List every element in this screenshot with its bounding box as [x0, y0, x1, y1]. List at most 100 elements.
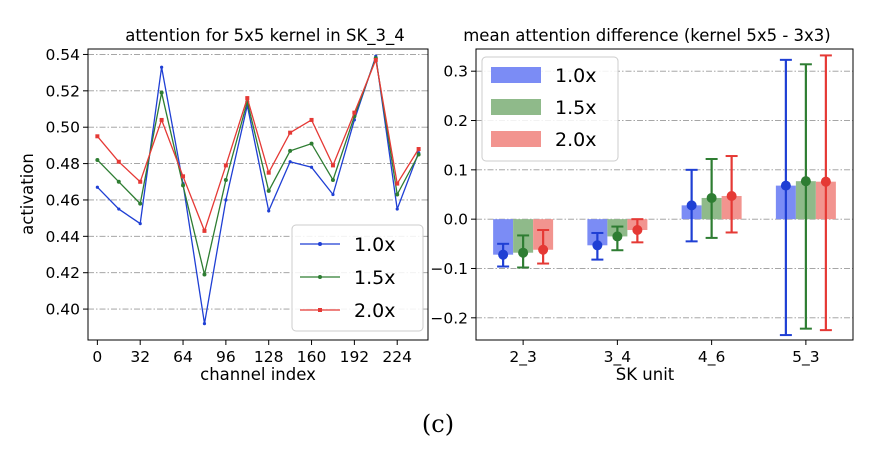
- left-y-tick-label: 0.48: [45, 155, 80, 173]
- mean-marker-2.0x-3_4: [632, 225, 643, 236]
- data-point: [95, 185, 99, 189]
- left-x-tick-label: 192: [340, 348, 370, 366]
- data-point: [159, 117, 164, 122]
- data-point: [267, 209, 271, 213]
- legend-label-2.0x: 2.0x: [555, 129, 596, 151]
- right-y-tick-label: 0.1: [443, 161, 468, 179]
- left-x-tick-label: 160: [297, 348, 327, 366]
- data-point: [138, 222, 142, 226]
- legend-label-1.0x: 1.0x: [354, 234, 395, 256]
- left-y-tick-label: 0.52: [45, 82, 80, 100]
- line-chart-panel: attention for 5x5 kernel in SK_3_4 0 32 64…: [18, 26, 429, 384]
- left-x-tick-label: 96: [216, 348, 236, 366]
- data-point: [373, 57, 378, 62]
- data-point: [309, 117, 314, 122]
- data-point: [245, 96, 250, 101]
- data-point: [309, 141, 314, 146]
- legend-label-1.5x: 1.5x: [354, 267, 395, 289]
- data-point: [309, 165, 314, 169]
- data-point: [416, 147, 421, 152]
- right-error-bars: [497, 54, 832, 337]
- data-point: [181, 183, 186, 188]
- data-point: [116, 159, 121, 164]
- right-x-tick-label: 5_3: [792, 348, 819, 367]
- data-point: [288, 160, 292, 164]
- data-point: [288, 148, 293, 153]
- left-y-tick-label: 0.42: [45, 264, 80, 282]
- right-y-tick-label: 0.3: [443, 63, 468, 81]
- data-point: [138, 201, 143, 206]
- data-point: [331, 192, 335, 197]
- data-point: [395, 181, 400, 186]
- left-x-tick-label: 128: [254, 348, 284, 366]
- right-y-tick-label: −0.2: [430, 309, 468, 327]
- right-bars: [493, 181, 836, 255]
- left-x-axis-label: channel index: [200, 365, 316, 384]
- data-point: [160, 65, 164, 69]
- data-point: [330, 163, 335, 168]
- right-x-axis-label: SK unit: [616, 365, 675, 384]
- data-point: [202, 322, 207, 326]
- data-point: [266, 188, 271, 193]
- data-point: [138, 179, 143, 184]
- data-point: [352, 110, 357, 115]
- data-point: [416, 152, 421, 157]
- right-y-tick-label: 0.0: [443, 211, 468, 229]
- mean-marker-2.0x-4_6: [726, 190, 737, 201]
- right-y-tick-label: 0.2: [443, 112, 468, 130]
- right-x-tick-label: 2_3: [509, 348, 536, 367]
- data-point: [116, 179, 121, 184]
- mean-marker-1.5x-2_3: [518, 247, 529, 258]
- figure-caption: (c): [421, 410, 455, 438]
- left-y-tick-label: 0.44: [45, 228, 80, 246]
- mean-marker-1.0x-5_3: [780, 180, 791, 191]
- legend-label-2.0x: 2.0x: [354, 300, 395, 322]
- legend-swatch-1.5x: [491, 99, 541, 115]
- right-legend: 1.0x 1.5x 2.0x: [481, 56, 619, 162]
- legend-swatch-2.0x: [491, 131, 541, 147]
- mean-marker-2.0x-5_3: [820, 176, 831, 187]
- left-legend: 1.0x 1.5x 2.0x: [291, 224, 424, 332]
- mean-marker-1.0x-3_4: [592, 240, 603, 251]
- left-x-ticks: 0 32 64 96 128 160 192 224: [92, 340, 412, 366]
- data-point: [181, 174, 186, 179]
- left-legend-box: [291, 224, 424, 332]
- left-plot-frame: [87, 48, 429, 341]
- mean-marker-1.5x-5_3: [800, 176, 811, 187]
- data-point: [395, 207, 399, 211]
- data-point: [224, 198, 228, 202]
- left-y-ticks: 0.40 0.42 0.44 0.46 0.48 0.50 0.52 0.54: [45, 46, 88, 319]
- left-y-tick-label: 0.40: [45, 301, 80, 319]
- data-point: [330, 177, 335, 182]
- right-x-tick-label: 3_4: [604, 348, 631, 367]
- left-x-tick-label: 32: [130, 348, 150, 366]
- right-plot-frame: [475, 48, 854, 341]
- left-y-axis-label: activation: [18, 153, 37, 235]
- data-point: [159, 90, 164, 95]
- right-chart-title: mean attention difference (kernel 5x5 - …: [463, 26, 831, 45]
- right-y-ticks: −0.2 −0.1 0.0 0.1 0.2 0.3: [430, 63, 476, 327]
- mean-marker-1.0x-4_6: [686, 200, 697, 211]
- series-line-2.0x: [96, 57, 420, 233]
- left-y-tick-label: 0.54: [45, 46, 80, 64]
- right-x-tick-label: 4_6: [698, 348, 725, 367]
- mean-marker-1.0x-2_3: [498, 249, 509, 260]
- left-chart-title: attention for 5x5 kernel in SK_3_4: [125, 26, 405, 46]
- left-series-lines: [95, 54, 421, 326]
- data-point: [266, 170, 271, 175]
- left-x-tick-label: 64: [173, 348, 193, 366]
- data-point: [288, 130, 293, 135]
- right-x-ticks: 2_3 3_4 4_6 5_3: [509, 340, 820, 367]
- mean-marker-1.5x-4_6: [706, 192, 717, 203]
- mean-marker-2.0x-2_3: [538, 244, 549, 255]
- legend-label-1.5x: 1.5x: [555, 97, 596, 119]
- legend-label-1.0x: 1.0x: [555, 65, 596, 87]
- mean-marker-1.5x-3_4: [612, 231, 623, 242]
- left-x-tick-label: 224: [382, 348, 412, 366]
- left-gridlines: [88, 54, 428, 310]
- data-point: [95, 157, 100, 162]
- figure: attention for 5x5 kernel in SK_3_4 0 32 64…: [18, 26, 854, 384]
- data-point: [202, 272, 207, 277]
- data-point: [95, 134, 100, 139]
- data-point: [117, 207, 121, 211]
